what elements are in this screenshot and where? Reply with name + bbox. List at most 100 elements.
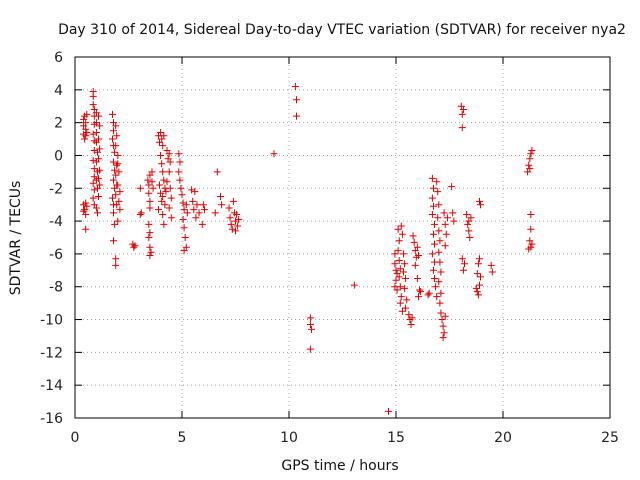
data-point [396, 299, 404, 307]
data-point [113, 132, 121, 140]
data-point [308, 325, 315, 333]
data-point [110, 127, 117, 135]
data-point [417, 288, 425, 296]
tick-labels: 0 5 10 15 20 25 -16 -14 -12 -10 -8 -6 -4 -2 0 2 4 6 [40, 50, 619, 446]
data-point [82, 132, 90, 140]
data-point [527, 211, 535, 218]
data-point [476, 281, 483, 289]
data-point [232, 217, 239, 225]
data-point [433, 293, 441, 301]
data-point [473, 270, 481, 278]
data-point [392, 266, 400, 274]
data-point [398, 230, 406, 238]
data-point [161, 201, 169, 209]
x-tick-label: 25 [601, 430, 619, 446]
data-point [430, 266, 437, 274]
data-point [155, 206, 162, 214]
y-axis-label: SDTVAR / TECUs [8, 181, 24, 296]
data-point [110, 176, 117, 184]
data-point [176, 176, 184, 184]
data-point [116, 206, 124, 214]
data-point [131, 242, 139, 250]
data-point [112, 171, 120, 179]
data-point [467, 214, 475, 222]
data-point [92, 204, 100, 212]
data-point [472, 284, 480, 292]
data-point [431, 240, 438, 248]
data-point [410, 238, 418, 246]
data-point [109, 135, 116, 143]
data-point [112, 255, 120, 263]
data-point [396, 283, 404, 291]
data-point [306, 314, 314, 322]
data-point [400, 250, 407, 258]
data-point [434, 188, 442, 196]
data-point [450, 217, 458, 225]
y-tick-label: -2 [49, 181, 63, 197]
data-point [415, 252, 422, 259]
y-tick-label: 6 [54, 50, 63, 66]
data-point [403, 296, 411, 304]
data-point [82, 125, 90, 133]
data-point [114, 152, 122, 159]
data-point [405, 311, 413, 319]
data-point [96, 166, 104, 174]
data-point [166, 184, 174, 192]
data-point [166, 158, 174, 166]
data-point [176, 158, 184, 166]
data-point [527, 150, 535, 158]
x-tick-label: 5 [178, 430, 187, 446]
data-point [163, 178, 171, 186]
data-point [195, 209, 203, 217]
data-point [477, 201, 484, 209]
data-point [211, 209, 219, 217]
data-point [400, 268, 407, 276]
data-point [89, 194, 97, 202]
data-point [430, 202, 437, 210]
data-point [148, 178, 156, 186]
data-point [95, 112, 102, 120]
data-point [188, 186, 196, 194]
data-point [218, 201, 226, 209]
data-point [411, 261, 419, 269]
y-tick-label: 4 [54, 83, 63, 99]
data-point [157, 189, 165, 197]
data-point [146, 229, 154, 237]
data-point [179, 199, 187, 207]
data-point [130, 243, 138, 251]
data-point [96, 145, 104, 153]
data-point [293, 96, 300, 104]
data-point [525, 245, 533, 253]
data-point [146, 197, 154, 205]
data-point [144, 176, 152, 184]
data-point [145, 189, 153, 197]
data-point [401, 260, 409, 268]
x-axis-label: GPS time / hours [281, 458, 398, 474]
data-point [435, 248, 443, 256]
plot-frame [74, 56, 611, 419]
data-point [226, 214, 234, 222]
data-point [233, 211, 241, 218]
data-point [160, 176, 168, 184]
data-point [437, 309, 445, 317]
data-point [228, 225, 236, 233]
y-tick-label: 0 [54, 148, 63, 164]
data-point [89, 156, 97, 164]
data-point [431, 275, 438, 282]
data-point [167, 214, 175, 222]
data-point [473, 288, 481, 296]
data-point [82, 119, 90, 127]
data-point [461, 260, 468, 268]
data-point [459, 106, 467, 113]
data-point [111, 220, 119, 228]
data-point [439, 334, 447, 342]
data-point [213, 168, 221, 176]
data-point [458, 110, 466, 118]
data-point [474, 291, 482, 299]
data-point [110, 158, 117, 166]
data-point [402, 275, 410, 282]
data-point [115, 197, 123, 205]
data-point [395, 273, 403, 281]
data-point [89, 130, 97, 138]
data-point [112, 261, 120, 269]
